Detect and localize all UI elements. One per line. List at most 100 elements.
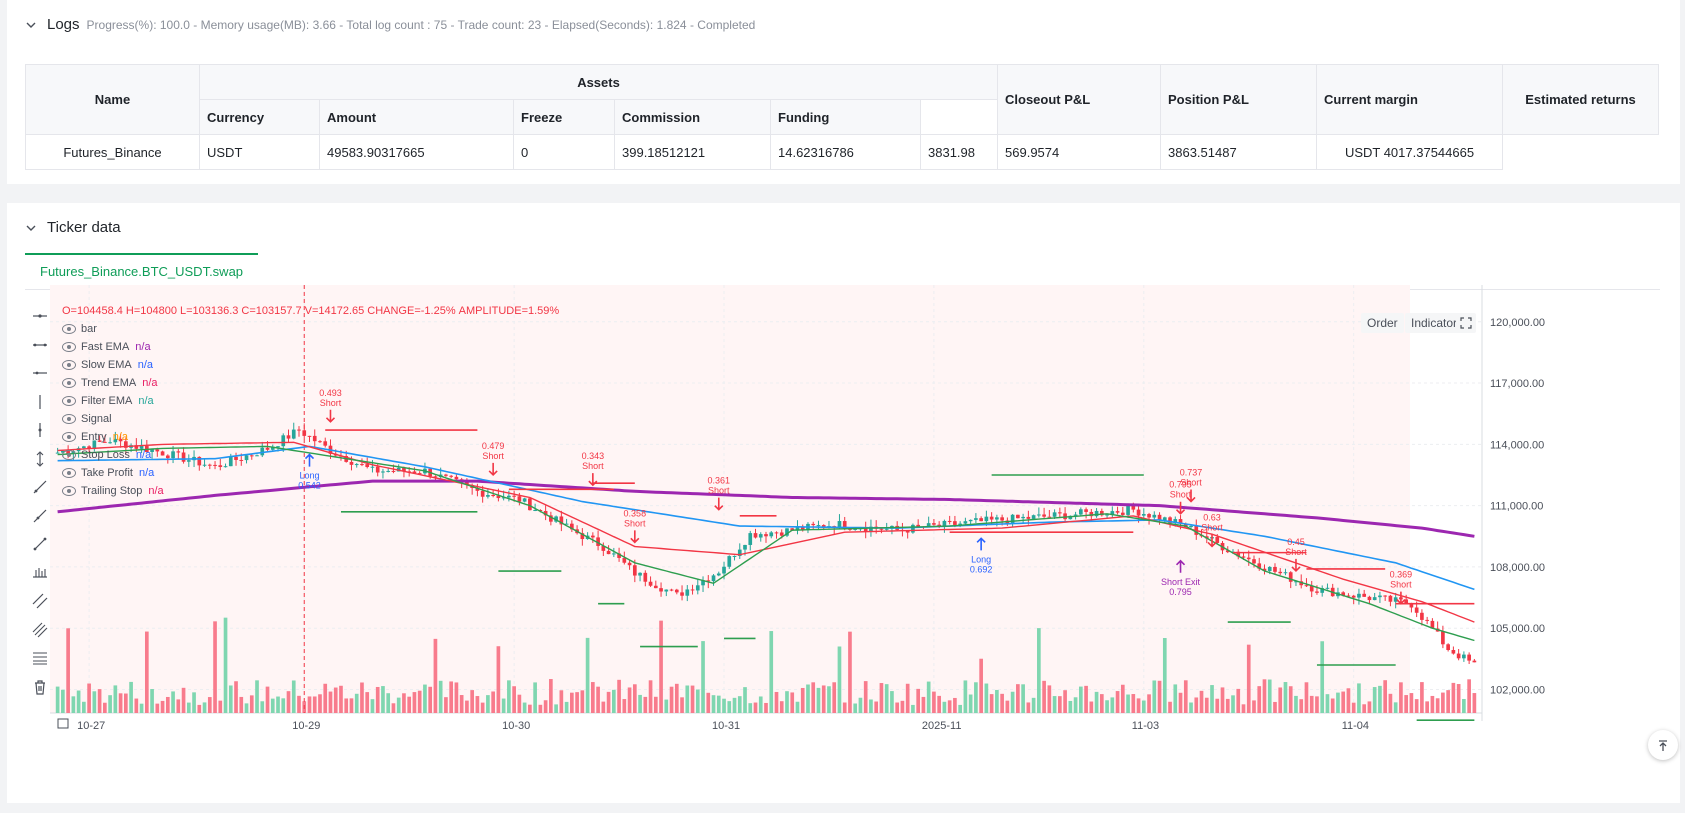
ray-line-icon[interactable] <box>27 503 53 529</box>
candle-body <box>1099 510 1104 516</box>
tab-btc-usdt-swap[interactable]: Futures_Binance.BTC_USDT.swap <box>25 253 259 288</box>
signal-arrow-down <box>588 473 598 487</box>
eye-icon[interactable] <box>62 450 76 460</box>
volume-bar <box>1189 702 1193 713</box>
volume-bar <box>486 695 490 713</box>
indicator-button[interactable]: Indicator <box>1405 313 1464 333</box>
volume-bar <box>234 681 238 713</box>
volume-bar <box>842 702 847 713</box>
volume-bar <box>438 680 443 713</box>
volume-bar <box>428 686 433 713</box>
volume-bar <box>1162 638 1167 713</box>
eye-icon[interactable] <box>62 432 76 442</box>
legend-item[interactable]: Stop Loss n/a <box>62 446 562 464</box>
trash-icon[interactable] <box>27 674 53 700</box>
fullscreen-button[interactable] <box>1456 313 1476 333</box>
vertical-segment-icon[interactable] <box>27 446 53 472</box>
candle-body <box>444 474 448 476</box>
order-button[interactable]: Order <box>1361 313 1404 333</box>
legend-item[interactable]: Trailing Stop n/a <box>62 482 562 500</box>
legend-item[interactable]: Trend EMA n/a <box>62 374 562 392</box>
volume-bar <box>1084 685 1088 713</box>
segment-line-icon[interactable] <box>27 531 53 557</box>
chevron-down-icon[interactable] <box>25 19 37 31</box>
volume-bar <box>165 696 170 713</box>
scroll-to-top-button[interactable] <box>1648 730 1678 760</box>
volume-bar <box>244 703 249 713</box>
ticker-header[interactable]: Ticker data <box>25 219 121 236</box>
price-chart[interactable]: 120,000.00 117,000.00 114,000.00 111,000.00… <box>7 203 1680 803</box>
candle-body <box>255 455 259 457</box>
signal-qty: 0.479 <box>482 441 505 451</box>
eye-icon[interactable] <box>62 342 76 352</box>
legend-item[interactable]: Slow EMA n/a <box>62 356 562 374</box>
chevron-down-icon[interactable] <box>25 222 37 234</box>
volume-bar <box>538 704 543 713</box>
legend-item[interactable]: Fast EMA n/a <box>62 338 562 356</box>
volume-bar <box>968 694 973 713</box>
volume-bar <box>1068 700 1073 713</box>
candle-body <box>270 446 275 450</box>
candle-body <box>706 580 711 582</box>
vertical-ray-icon[interactable] <box>27 417 53 443</box>
volume-bar <box>774 691 779 713</box>
cell-returns: USDT 4017.37544665 <box>1316 134 1504 170</box>
eye-icon[interactable] <box>62 486 76 496</box>
legend-value: n/a <box>135 341 151 353</box>
candle-body <box>1089 511 1094 517</box>
volume-bar <box>905 683 910 713</box>
volume-bar <box>1393 702 1398 713</box>
eye-icon[interactable] <box>62 396 76 406</box>
signal-label: Short <box>1201 522 1223 532</box>
eye-icon[interactable] <box>62 414 76 424</box>
legend-item[interactable]: Take Profit n/a <box>62 464 562 482</box>
eye-icon[interactable] <box>62 468 76 478</box>
extended-line-icon[interactable] <box>27 360 53 386</box>
volume-bar <box>181 687 186 713</box>
candle-body <box>800 527 805 531</box>
volume-bar <box>674 683 679 713</box>
signal-qty: 0.369 <box>1390 570 1413 580</box>
candle-body <box>522 498 527 502</box>
candle-body <box>1162 517 1167 521</box>
price-range-icon[interactable] <box>27 560 53 586</box>
legend-item[interactable]: Filter EMA n/a <box>62 392 562 410</box>
candle-body <box>454 476 459 480</box>
volume-bar <box>606 691 611 713</box>
legend-item[interactable]: bar <box>62 320 562 338</box>
volume-bar <box>748 703 753 713</box>
horizontal-line-icon[interactable] <box>27 332 53 358</box>
volume-bar <box>1299 699 1304 713</box>
volume-bar <box>926 681 931 713</box>
volume-bar <box>811 682 816 713</box>
vertical-line-icon[interactable] <box>27 389 53 415</box>
candle-body <box>297 429 301 431</box>
volume-bar <box>365 692 370 713</box>
volume-bar <box>1010 691 1015 713</box>
volume-bar <box>591 682 595 713</box>
horizontal-ray-icon[interactable] <box>27 303 53 329</box>
eye-icon[interactable] <box>62 324 76 334</box>
legend-item[interactable]: Entry n/a <box>62 428 562 446</box>
volume-bar <box>816 687 821 713</box>
volume-bar <box>501 698 506 713</box>
volume-bar <box>1199 690 1204 713</box>
candle-body <box>1042 514 1046 517</box>
volume-bar <box>281 698 286 713</box>
ohlc-amplitude: AMPLITUDE=1.59% <box>458 305 560 317</box>
candle-body <box>1026 516 1031 519</box>
horizontal-channel-icon[interactable] <box>27 645 53 671</box>
logs-header[interactable]: Logs Progress(%): 100.0 - Memory usage(M… <box>25 16 755 33</box>
eye-icon[interactable] <box>62 360 76 370</box>
volume-bar <box>1346 688 1351 713</box>
parallel-channel-icon[interactable] <box>27 588 53 614</box>
volume-bar <box>470 690 474 713</box>
legend-label: Fast EMA <box>81 341 130 353</box>
legend-item[interactable]: Signal <box>62 410 562 428</box>
legend-value: n/a <box>112 431 128 443</box>
trend-line-icon[interactable] <box>27 474 53 500</box>
fibonacci-icon[interactable] <box>27 617 53 643</box>
volume-bar <box>176 699 181 713</box>
candle-body <box>911 524 915 533</box>
eye-icon[interactable] <box>62 378 76 388</box>
